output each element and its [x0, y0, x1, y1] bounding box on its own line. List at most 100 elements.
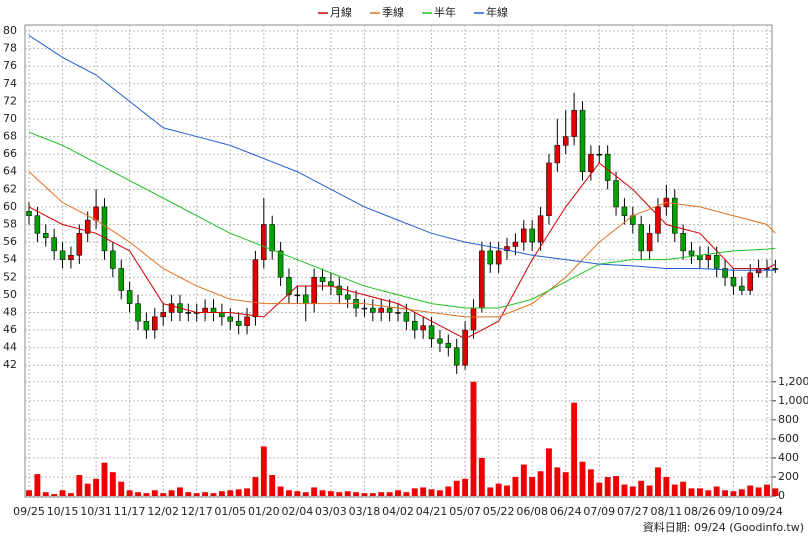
source-note: 資料日期: 09/24 (Goodinfo.tw): [643, 520, 804, 534]
candle-body: [319, 277, 326, 282]
candle-body: [152, 316, 158, 331]
volume-bar: [260, 446, 267, 496]
candle-body: [252, 259, 259, 318]
y-tick-label: 78: [3, 42, 17, 55]
volume-bar: [93, 478, 100, 496]
candle-body: [168, 303, 175, 313]
volume-bar: [403, 492, 410, 496]
candle-body: [671, 197, 678, 234]
volume-bar: [621, 484, 628, 496]
candle-body: [462, 329, 468, 366]
y2-tick-label: 200: [778, 470, 799, 483]
candle-body: [51, 237, 57, 252]
x-tick-label: 02/04: [282, 505, 314, 518]
candle-body: [470, 307, 477, 331]
candle-body: [261, 224, 267, 260]
volume-bar: [336, 492, 343, 496]
volume-bar: [160, 493, 167, 496]
volume-bar: [562, 472, 569, 496]
volume-bar: [311, 487, 318, 496]
volume-bar: [286, 490, 292, 496]
volume-bar: [730, 491, 737, 496]
x-tick-label: 12/02: [147, 505, 179, 518]
candle-body: [588, 153, 594, 172]
candle-body: [135, 303, 141, 322]
volume-bar: [218, 491, 225, 496]
candle-body: [235, 320, 242, 326]
volume-bar: [118, 481, 125, 496]
candle-body: [529, 228, 535, 243]
x-tick-label: 07/09: [583, 505, 615, 518]
candle-body: [294, 294, 301, 297]
volume-bar: [177, 487, 183, 496]
candle-body: [244, 316, 250, 326]
volume-bar: [428, 489, 435, 496]
candle-body: [655, 206, 661, 234]
candle-body: [219, 312, 225, 318]
y-tick-label: 72: [3, 94, 17, 107]
candle-body: [554, 145, 561, 164]
y2-tick-label: 600: [778, 432, 799, 445]
candle-body: [521, 228, 527, 243]
volume-bar: [738, 489, 745, 496]
x-tick-label: 04/02: [382, 505, 414, 518]
candle-body: [562, 136, 569, 146]
candle-body: [579, 109, 586, 172]
candle-body: [747, 272, 753, 291]
volume-bar: [604, 476, 611, 496]
candle-body: [59, 250, 66, 260]
x-tick-label: 06/24: [550, 505, 582, 518]
volume-bar: [143, 493, 150, 496]
volume-bar: [537, 471, 544, 496]
candle-body: [638, 224, 644, 252]
y-tick-label: 68: [3, 130, 17, 143]
candle-body: [26, 211, 32, 216]
volume-bar: [462, 478, 469, 496]
candle-body: [361, 307, 368, 310]
volume-bar: [655, 467, 661, 496]
volume-bar: [109, 472, 116, 496]
candle-body: [143, 320, 150, 331]
volume-bar: [319, 490, 326, 496]
ma-line: [28, 162, 776, 340]
volume-bar: [395, 490, 401, 496]
volume-bar: [59, 490, 66, 496]
candle-body: [277, 250, 284, 278]
candle-body: [512, 241, 519, 247]
y-tick-label: 46: [3, 323, 17, 336]
volume-bar: [244, 488, 250, 496]
candle-body: [604, 153, 611, 181]
y2-tick-label: 800: [778, 413, 799, 426]
candle-body: [118, 268, 125, 291]
candle-body: [76, 233, 83, 256]
volume-bar: [713, 486, 720, 496]
volume-bar: [629, 486, 636, 496]
candle-body: [621, 206, 628, 216]
y-tick-label: 44: [3, 341, 17, 354]
candle-body: [445, 342, 452, 348]
x-tick-label: 10/15: [47, 505, 79, 518]
candle-body: [772, 268, 779, 270]
candle-body: [336, 285, 343, 296]
volume-bar: [696, 488, 703, 496]
volume-bar: [84, 483, 91, 496]
volume-bar: [235, 489, 242, 496]
candle-body: [537, 215, 544, 243]
candle-body: [93, 206, 99, 221]
volume-bar: [42, 492, 49, 496]
volume-bar: [302, 492, 309, 496]
volume-bar: [722, 490, 729, 496]
x-tick-label: 09/24: [751, 505, 783, 518]
volume-bar: [596, 482, 603, 496]
candle-body: [739, 285, 745, 291]
y2-tick-label: 0: [778, 489, 785, 502]
volume-bar: [151, 490, 158, 496]
volume-bar: [51, 494, 58, 496]
x-tick-label: 08/11: [651, 505, 683, 518]
y-tick-label: 58: [3, 218, 17, 231]
y-tick-label: 62: [3, 182, 17, 195]
y2-tick-label: 1,200: [778, 375, 808, 388]
x-tick-label: 10/31: [80, 505, 112, 518]
candle-body: [328, 281, 334, 287]
